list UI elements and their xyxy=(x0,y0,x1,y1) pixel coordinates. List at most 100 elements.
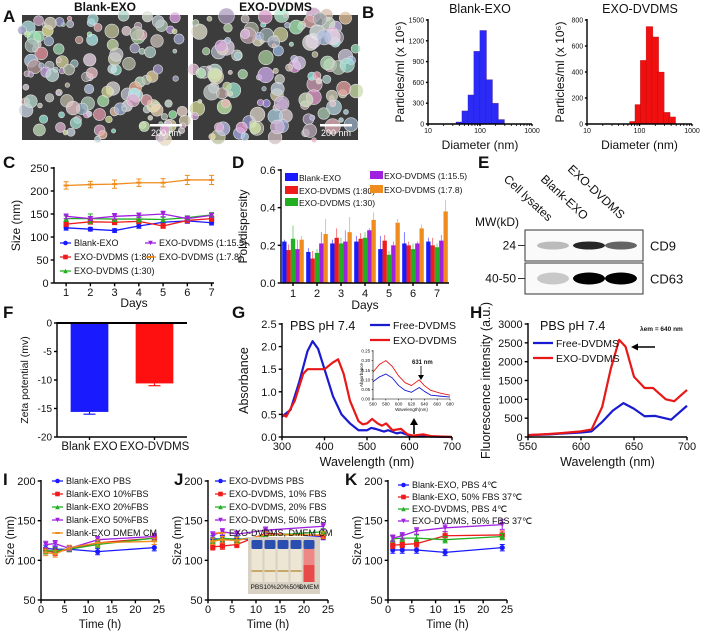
data-point xyxy=(151,533,157,540)
axes: 50 100 150 200 0 5 10 15 20 25 xyxy=(364,476,513,616)
vesicle xyxy=(140,94,153,106)
data-point xyxy=(63,213,69,219)
chart-i-blank-exo-stability: 50 100 150 200 0 5 10 15 20 25 Time (h) Size (nm) Bl… xyxy=(5,476,165,631)
chart-d-polydispersity: 0.0 0.2 0.4 0.6 1 2 3 4 5 6 7 Days Polydispersity Bla… xyxy=(236,165,467,312)
x-tick-label: 20 xyxy=(129,604,141,616)
y-tick-label: 200 xyxy=(17,476,35,488)
y-tick-label: 50 xyxy=(36,255,48,267)
data-point xyxy=(442,525,448,531)
bar xyxy=(367,230,372,283)
legend-swatch xyxy=(370,185,383,193)
data-point xyxy=(112,183,118,186)
x-tick-label: 20 xyxy=(298,604,310,616)
data-point xyxy=(413,541,420,547)
series-exo-dvdms xyxy=(527,338,688,437)
bar xyxy=(439,240,444,283)
y-tick-label: 0.5 xyxy=(261,409,276,421)
vesicle xyxy=(64,82,70,88)
bar xyxy=(334,237,339,283)
vesicle xyxy=(302,123,317,138)
data-point xyxy=(184,216,190,222)
y-tick-label: 100 xyxy=(17,555,35,567)
bar xyxy=(306,251,311,283)
bar xyxy=(406,245,411,283)
data-point xyxy=(263,527,269,533)
bar xyxy=(382,240,387,283)
y-tick-label: 0 xyxy=(579,122,583,129)
legend-label: EXO-DVDMS, 50% FBS xyxy=(229,515,327,525)
vesicle xyxy=(272,67,279,74)
x-tick-label: 10 xyxy=(583,128,591,135)
x-axis-label: Days xyxy=(120,296,147,310)
data-point xyxy=(151,545,157,551)
legend-label: EXO-DVDMS xyxy=(393,335,457,347)
vesicle xyxy=(38,62,45,69)
vial xyxy=(277,549,289,582)
vesicle xyxy=(261,86,267,92)
vesicle xyxy=(309,114,316,121)
histogram-bar xyxy=(668,116,676,125)
protein-band xyxy=(537,272,569,285)
vial-liquid xyxy=(303,565,315,582)
panel-label: G xyxy=(232,303,245,322)
y-tick-label: 1200 xyxy=(409,38,425,45)
vesicle xyxy=(285,63,293,72)
x-tick-label: 680 xyxy=(446,402,454,407)
bar xyxy=(319,243,324,283)
data-point xyxy=(160,211,166,217)
data-point xyxy=(390,535,396,541)
protein-band xyxy=(605,272,637,285)
vial-cap xyxy=(290,540,302,549)
data-point xyxy=(148,240,153,246)
y-axis-label: Polydispersity xyxy=(236,189,250,263)
chart-title: EXO-DVDMS xyxy=(602,2,678,16)
vesicle xyxy=(45,93,55,103)
series-exo-dvdms-1-15-5- xyxy=(295,228,444,283)
category-label: 7 xyxy=(434,288,440,300)
x-tick-label: 15 xyxy=(274,604,286,616)
category-label: 4 xyxy=(362,288,368,300)
emission-annotation: λem = 640 nm xyxy=(640,325,683,333)
x-tick-label: 10 xyxy=(424,128,432,135)
x-axis-label: Wavelength (nm) xyxy=(320,455,415,469)
vesicle xyxy=(147,115,153,121)
vesicle xyxy=(34,46,48,61)
x-tick-label: 600 xyxy=(395,402,403,407)
y-tick-label: 0.25 xyxy=(361,349,370,354)
vesicle xyxy=(338,117,344,123)
data-point xyxy=(136,216,142,222)
vesicle xyxy=(45,68,60,82)
axes: 0 300 600 900 1200 1500 10 100 1000 xyxy=(409,18,540,135)
scale-bar-label: 200 nm xyxy=(321,128,351,138)
vesicle xyxy=(24,38,39,53)
tem-image: 200 nm EXO-DVDMS xyxy=(187,0,364,145)
y-tick-label: 2500 xyxy=(498,338,522,350)
legend-label: EXO-DVDMS PBS xyxy=(229,476,304,486)
panel-label: A xyxy=(3,7,15,26)
vesicle xyxy=(122,56,136,71)
data-point xyxy=(66,546,72,549)
data-point xyxy=(413,535,420,541)
data-point xyxy=(63,221,69,227)
category-label: EXO-DVDMS xyxy=(120,441,190,453)
vesicle xyxy=(257,66,274,84)
data-point xyxy=(442,533,448,539)
data-point xyxy=(63,240,68,246)
vesicle xyxy=(129,43,140,54)
y-tick-label: 600 xyxy=(572,44,584,51)
vesicle xyxy=(105,115,113,124)
vesicle xyxy=(172,48,178,54)
data-point xyxy=(210,532,216,538)
axes: -20 -15 -10 -5 0 Blank EXO EXO-DVDMS xyxy=(38,319,190,453)
vesicle xyxy=(249,122,261,134)
data-point xyxy=(399,541,405,548)
vesicle xyxy=(33,30,45,43)
vial-cap xyxy=(277,540,289,549)
legend-label: Free-DVDMS xyxy=(556,338,619,350)
vesicle xyxy=(69,117,82,129)
vial-photo: PBS 10% 20% 50%DMEM xyxy=(248,537,320,594)
vesicle xyxy=(216,87,228,100)
y-tick-label: 1.5 xyxy=(261,364,276,376)
vial xyxy=(251,549,263,582)
